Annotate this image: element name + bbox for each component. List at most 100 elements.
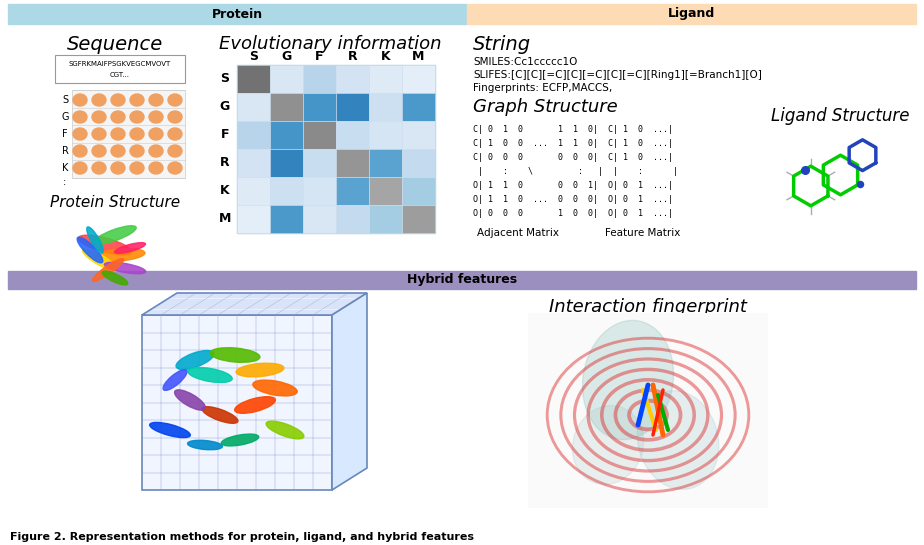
Bar — [270, 205, 303, 233]
Ellipse shape — [572, 405, 644, 485]
Ellipse shape — [92, 94, 106, 106]
Bar — [303, 121, 336, 149]
Text: S: S — [221, 72, 229, 86]
Ellipse shape — [188, 440, 223, 450]
Polygon shape — [332, 293, 367, 490]
Ellipse shape — [92, 259, 124, 281]
Bar — [402, 121, 435, 149]
Bar — [467, 4, 916, 24]
Text: Fingerprints: ECFP,MACCS,: Fingerprints: ECFP,MACCS, — [473, 83, 613, 93]
Bar — [402, 65, 435, 93]
Ellipse shape — [149, 128, 163, 140]
Ellipse shape — [111, 94, 125, 106]
Bar — [303, 93, 336, 121]
Bar — [336, 177, 369, 205]
Bar — [8, 4, 467, 24]
Text: G: G — [282, 51, 292, 64]
Polygon shape — [142, 293, 367, 315]
Bar — [270, 65, 303, 93]
Text: K: K — [381, 51, 390, 64]
Ellipse shape — [168, 111, 182, 123]
Text: Sequence: Sequence — [67, 35, 164, 54]
Bar — [402, 205, 435, 233]
Ellipse shape — [115, 243, 145, 253]
Text: String: String — [473, 35, 531, 54]
Text: C| 1  0  0  ...  1  1  0|: C| 1 0 0 ... 1 1 0| — [473, 139, 598, 148]
Ellipse shape — [130, 145, 144, 157]
Text: CGT...: CGT... — [110, 72, 130, 78]
Ellipse shape — [176, 350, 214, 370]
Text: Ligand Structure: Ligand Structure — [771, 107, 909, 125]
Ellipse shape — [93, 226, 136, 244]
Ellipse shape — [104, 262, 146, 274]
Ellipse shape — [130, 94, 144, 106]
Text: R: R — [220, 156, 230, 169]
Text: Figure 2. Representation methods for protein, ligand, and hybrid features: Figure 2. Representation methods for pro… — [10, 532, 474, 542]
Bar — [237, 205, 270, 233]
Bar — [8, 271, 916, 289]
Text: R: R — [347, 51, 358, 64]
Bar — [336, 93, 369, 121]
Bar — [72, 90, 185, 178]
Bar — [336, 65, 369, 93]
Text: F: F — [62, 129, 67, 139]
Bar — [369, 149, 402, 177]
Ellipse shape — [149, 111, 163, 123]
Text: Feature Matrix: Feature Matrix — [605, 228, 681, 238]
Text: F: F — [315, 51, 323, 64]
Text: Evolutionary information: Evolutionary information — [219, 35, 442, 53]
Bar — [402, 177, 435, 205]
Bar — [369, 177, 402, 205]
Ellipse shape — [163, 370, 187, 390]
Text: G: G — [220, 100, 230, 113]
Ellipse shape — [188, 367, 232, 383]
Bar — [237, 121, 270, 149]
Ellipse shape — [168, 128, 182, 140]
Text: K: K — [62, 163, 68, 173]
Bar — [369, 65, 402, 93]
Bar — [336, 205, 369, 233]
Ellipse shape — [149, 145, 163, 157]
Bar — [142, 315, 332, 490]
Ellipse shape — [130, 162, 144, 174]
Text: O| 0  1  ...|: O| 0 1 ...| — [608, 209, 673, 218]
Text: F: F — [221, 129, 229, 142]
Ellipse shape — [87, 227, 103, 253]
Bar — [528, 313, 768, 508]
Text: :: : — [64, 177, 67, 187]
Bar — [369, 93, 402, 121]
Bar — [55, 55, 185, 83]
Bar — [270, 93, 303, 121]
Text: SMILES:Cc1ccccc1O: SMILES:Cc1ccccc1O — [473, 57, 578, 67]
Bar — [402, 93, 435, 121]
Text: Protein: Protein — [212, 8, 263, 21]
Text: |    :    \         :   |: | : \ : | — [473, 167, 603, 176]
Ellipse shape — [149, 94, 163, 106]
Ellipse shape — [77, 237, 103, 263]
Text: O| 0  0  0       1  0  0|: O| 0 0 0 1 0 0| — [473, 209, 598, 218]
Text: S: S — [62, 95, 68, 105]
Text: O| 1  1  0       0  0  1|: O| 1 1 0 0 0 1| — [473, 181, 598, 190]
Ellipse shape — [168, 145, 182, 157]
Ellipse shape — [73, 111, 87, 123]
Bar — [270, 149, 303, 177]
Bar — [270, 121, 303, 149]
Ellipse shape — [73, 162, 87, 174]
Ellipse shape — [73, 128, 87, 140]
Text: Adjacent Matrix: Adjacent Matrix — [477, 228, 559, 238]
Ellipse shape — [168, 162, 182, 174]
Text: C| 0  1  0       1  1  0|: C| 0 1 0 1 1 0| — [473, 125, 598, 134]
Text: Ligand: Ligand — [668, 8, 715, 21]
Ellipse shape — [111, 145, 125, 157]
Bar — [303, 177, 336, 205]
Ellipse shape — [92, 162, 106, 174]
Bar — [237, 149, 270, 177]
Ellipse shape — [92, 145, 106, 157]
Text: C| 1  0  ...|: C| 1 0 ...| — [608, 125, 673, 134]
Text: SGFRKMAIFPSGKVEGCMVOVT: SGFRKMAIFPSGKVEGCMVOVT — [69, 61, 171, 67]
Ellipse shape — [266, 421, 304, 439]
Ellipse shape — [111, 128, 125, 140]
Bar — [237, 65, 435, 233]
Ellipse shape — [130, 111, 144, 123]
Ellipse shape — [175, 390, 205, 410]
